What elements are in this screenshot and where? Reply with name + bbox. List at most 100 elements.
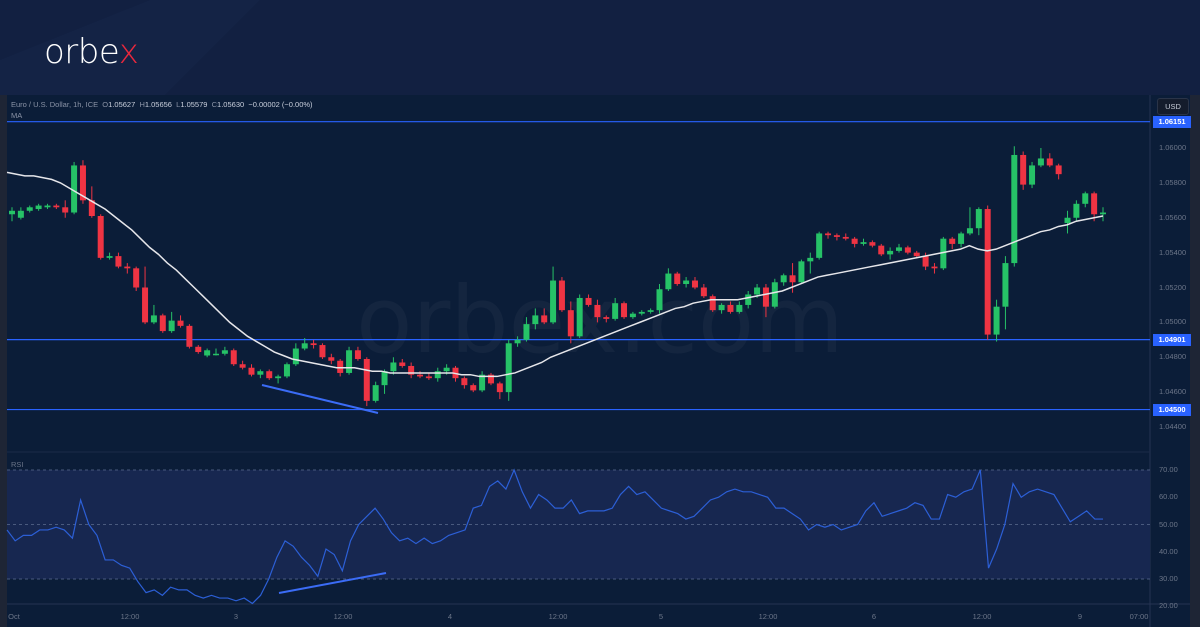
- price-tick: 1.04600: [1159, 387, 1187, 397]
- candle: [159, 315, 166, 332]
- candle: [975, 209, 982, 229]
- candle: [931, 266, 938, 269]
- candle: [833, 235, 840, 237]
- candle: [266, 371, 273, 379]
- candle: [541, 315, 548, 323]
- candle: [106, 256, 113, 258]
- candle: [567, 310, 574, 337]
- candle: [292, 348, 299, 365]
- logo-text: orbe: [44, 32, 119, 72]
- candle: [638, 311, 645, 314]
- rsi-tick: 50.00: [1159, 519, 1178, 529]
- candle: [62, 207, 69, 213]
- close-value: 1.05630: [217, 100, 245, 109]
- candle: [1011, 154, 1018, 264]
- candle: [558, 280, 565, 311]
- candle: [505, 343, 512, 393]
- level-tag-1.04500: 1.04500: [1153, 403, 1191, 416]
- candle: [390, 362, 397, 372]
- candle: [798, 261, 805, 283]
- time-tick: 6: [871, 612, 877, 621]
- candle: [754, 287, 761, 295]
- candle: [399, 362, 406, 366]
- candle: [1064, 217, 1071, 223]
- time-tick: 12:00: [548, 612, 568, 621]
- candle: [79, 165, 86, 201]
- candle: [878, 245, 885, 255]
- time-tick: 12:00: [333, 612, 353, 621]
- candle: [257, 371, 264, 375]
- candle: [736, 304, 743, 312]
- candle: [487, 374, 494, 384]
- watermark: orbex.com: [356, 267, 844, 374]
- ma-line: [6, 171, 1104, 378]
- candle: [612, 303, 619, 319]
- candle: [142, 287, 149, 323]
- candle: [221, 350, 228, 354]
- candle: [1046, 158, 1053, 166]
- candle: [904, 247, 911, 253]
- ma-indicator-label[interactable]: MA: [11, 111, 23, 120]
- candle: [479, 374, 486, 391]
- candle: [97, 216, 104, 258]
- level-tag-1.06151: 1.06151: [1153, 115, 1191, 128]
- candle: [691, 280, 698, 288]
- candle: [762, 287, 769, 307]
- candle: [1029, 165, 1036, 185]
- candle: [496, 383, 503, 393]
- candle: [585, 297, 592, 305]
- level-tag-1.04901: 1.04901: [1153, 333, 1191, 346]
- candle: [9, 210, 15, 215]
- rsi-indicator-label[interactable]: RSI: [11, 460, 24, 469]
- candle: [966, 228, 973, 234]
- candle: [523, 324, 530, 340]
- currency-button[interactable]: USD: [1157, 98, 1189, 115]
- time-tick: 9: [1077, 612, 1083, 621]
- candle: [727, 304, 734, 312]
- candle: [913, 252, 920, 257]
- candle: [745, 294, 752, 305]
- candle: [26, 207, 33, 211]
- candle: [621, 303, 628, 318]
- rsi-tick: 30.00: [1159, 574, 1178, 583]
- candle: [550, 280, 557, 323]
- candle: [213, 353, 220, 356]
- rsi-tick: 60.00: [1159, 492, 1178, 502]
- candle: [381, 371, 388, 386]
- candle: [301, 343, 308, 349]
- rsi-tick: 40.00: [1159, 546, 1178, 556]
- candle: [895, 247, 902, 251]
- candle: [53, 205, 60, 208]
- candle: [860, 242, 867, 244]
- candle: [647, 310, 654, 312]
- candle: [461, 378, 468, 386]
- left-edge: [0, 95, 7, 627]
- time-tick: 12:00: [972, 612, 992, 621]
- candle: [514, 339, 521, 344]
- candle: [789, 275, 796, 283]
- rsi-tick: 70.00: [1159, 465, 1178, 474]
- candle: [576, 297, 583, 337]
- candle: [44, 205, 51, 208]
- time-tick: 3: [233, 612, 239, 621]
- open-value: 1.05627: [108, 100, 136, 109]
- candle: [408, 365, 415, 375]
- candle: [869, 242, 876, 246]
- candle: [186, 325, 193, 347]
- time-tick: 4: [447, 612, 453, 621]
- candle: [922, 256, 929, 267]
- candle: [993, 306, 1000, 335]
- candle: [594, 304, 601, 318]
- candle: [1002, 263, 1009, 307]
- orbex-logo[interactable]: orbex: [44, 32, 139, 72]
- low-value: 1.05579: [180, 100, 208, 109]
- candle: [1091, 193, 1098, 215]
- candle: [319, 345, 326, 358]
- price-divergence-line[interactable]: [261, 384, 379, 414]
- rsi-divergence-line[interactable]: [278, 572, 387, 594]
- change-value: −0.00002 (−0.00%): [248, 100, 313, 109]
- candle: [115, 256, 122, 267]
- candle: [204, 350, 211, 356]
- candle: [133, 268, 140, 288]
